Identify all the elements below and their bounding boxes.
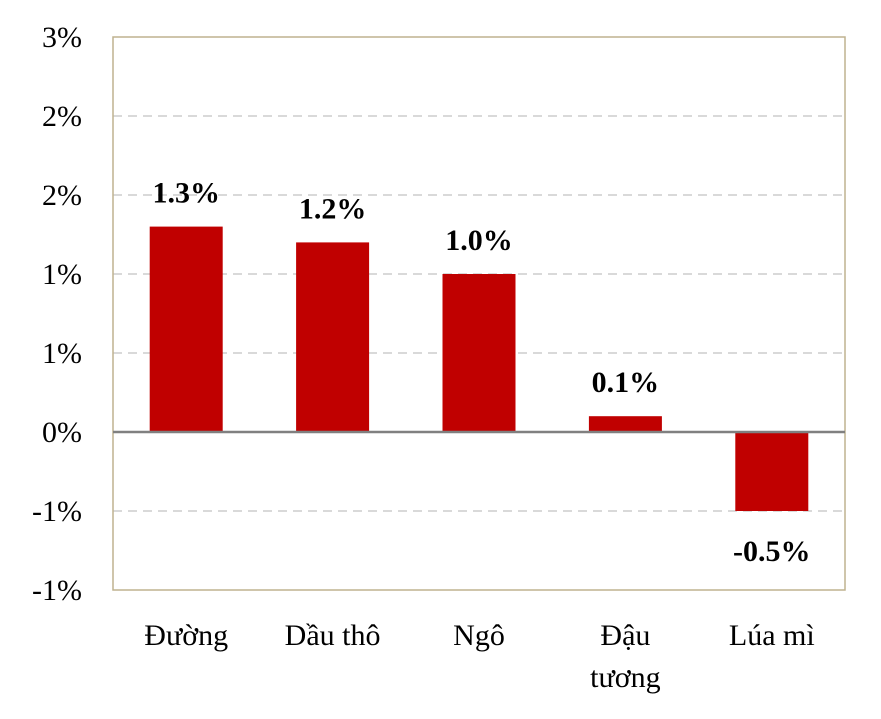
data-label: 0.1%	[592, 366, 660, 399]
bar	[296, 242, 370, 432]
plot-border	[112, 36, 846, 591]
data-label: 1.2%	[299, 192, 367, 225]
data-label: 1.3%	[152, 177, 220, 210]
y-tick-label: 2%	[42, 100, 82, 133]
x-category-label: tương	[590, 661, 660, 694]
x-axis-category-labels: Đường Dầu thô Ngô Đậu tương Lúa mì	[144, 619, 814, 694]
bar	[442, 274, 516, 432]
x-category-label: Đậu	[600, 619, 650, 652]
y-tick-label: 1%	[42, 337, 82, 370]
y-tick-label: 0%	[42, 416, 82, 449]
y-tick-label: 3%	[42, 21, 82, 54]
data-label: -0.5%	[733, 535, 811, 568]
x-category-label: Ngô	[453, 619, 505, 652]
bar	[735, 432, 809, 511]
y-axis-tick-labels: 3% 2% 2% 1% 1% 0% -1% -1%	[32, 21, 82, 607]
bar	[588, 416, 662, 432]
data-label: 1.0%	[445, 224, 513, 257]
y-tick-label: 2%	[42, 179, 82, 212]
y-tick-label: 1%	[42, 258, 82, 291]
plot-frame	[112, 36, 846, 591]
x-category-label: Lúa mì	[729, 619, 815, 652]
y-tick-label: -1%	[32, 574, 82, 607]
y-tick-label: -1%	[32, 495, 82, 528]
data-labels: 1.3% 1.2% 1.0% 0.1% -0.5%	[152, 177, 810, 568]
bars	[149, 226, 809, 511]
x-category-label: Đường	[144, 619, 228, 652]
bar	[149, 226, 223, 432]
x-category-label: Dầu thô	[285, 619, 381, 652]
